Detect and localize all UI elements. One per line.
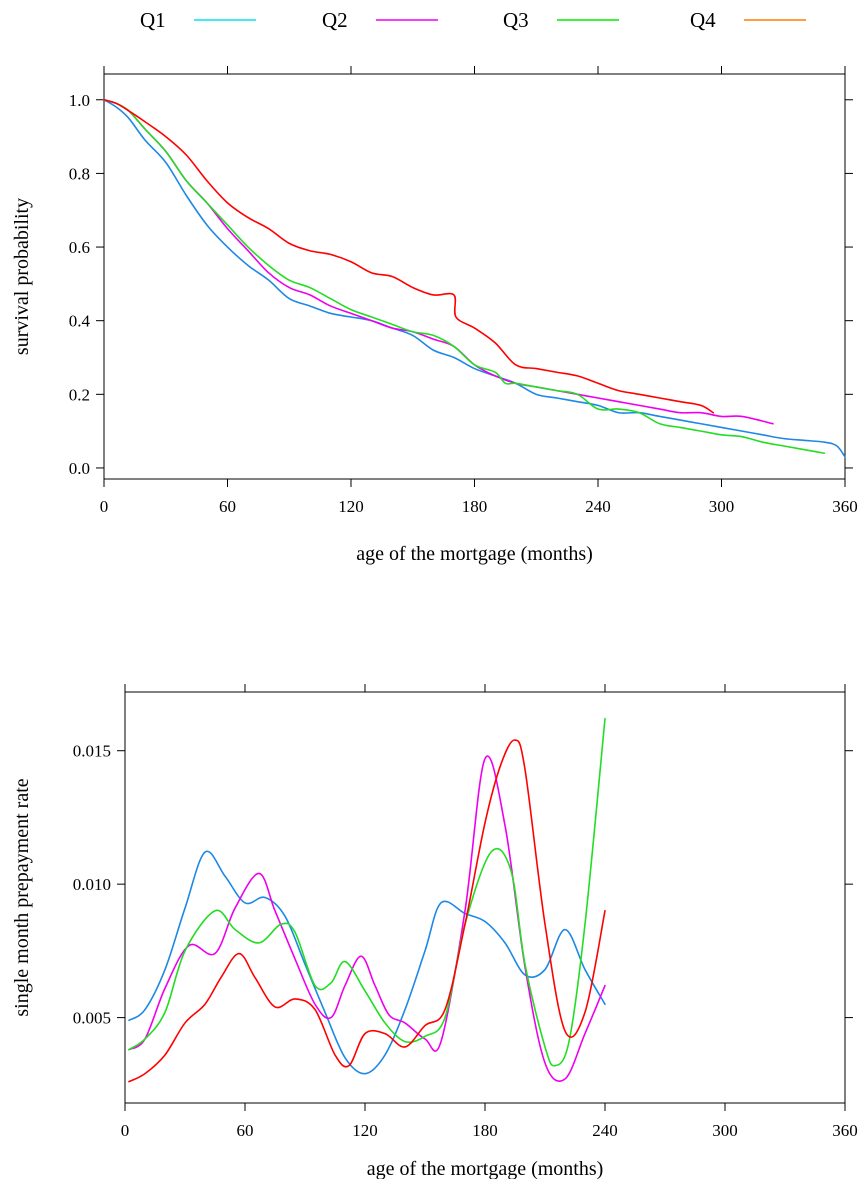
survival-series-line-3 [103, 98, 826, 455]
survival-probability-panel: 0 60 120 180 240 300 360 0.0 0.2 0.4 0.6 0.8 1.0 age … [11, 66, 858, 565]
survival-x-tick-label: 360 [832, 497, 858, 516]
prepayment-x-tick-label: 300 [712, 1121, 738, 1140]
survival-y-tick-label: 0.6 [69, 238, 90, 257]
prepayment-plot-frame [124, 691, 846, 1104]
legend-label-q3: Q3 [503, 8, 529, 32]
prepayment-y-tick-label: 0.010 [73, 875, 111, 894]
survival-y-axis-label: survival probability [11, 198, 33, 355]
prepayment-x-tick-label: 360 [832, 1121, 858, 1140]
survival-x-axis-label: age of the mortgage (months) [356, 543, 593, 565]
survival-x-tick-label: 120 [338, 497, 364, 516]
prepayment-x-tick-label: 120 [352, 1121, 378, 1140]
prepayment-x-axis-label: age of the mortgage (months) [367, 1158, 604, 1179]
prepayment-x-tick-label: 60 [237, 1121, 254, 1140]
legend-label-q4: Q4 [690, 8, 716, 32]
prepayment-series-line-1 [128, 850, 606, 1075]
prepayment-x-tick-label: 180 [472, 1121, 498, 1140]
survival-y-tick-label: 0.8 [69, 164, 90, 183]
survival-series-line-4 [103, 98, 715, 414]
survival-series-line-2 [103, 98, 774, 425]
survival-series-line-1 [103, 98, 846, 458]
prepayment-y-tick-label: 0.015 [73, 742, 111, 761]
prepayment-x-tick-label: 240 [592, 1121, 618, 1140]
survival-y-tick-label: 0.2 [69, 385, 90, 404]
survival-x-tick-label: 60 [219, 497, 236, 516]
survival-x-tick-label: 240 [585, 497, 611, 516]
survival-x-tick-label: 300 [709, 497, 735, 516]
survival-y-tick-label: 0.0 [69, 459, 90, 478]
survival-y-tick-label: 0.4 [69, 312, 91, 331]
prepayment-series-line-3 [128, 717, 606, 1067]
legend-label-q2: Q2 [322, 8, 348, 32]
prepayment-y-axis-label: single month prepayment rate [11, 778, 33, 1016]
legend: Q1 Q2 Q3 Q4 [140, 8, 806, 32]
prepayment-y-tick-label: 0.005 [73, 1009, 111, 1028]
legend-label-q1: Q1 [140, 8, 166, 32]
prepayment-rate-panel: 0 60 120 180 240 300 360 0.005 0.010 0.015 age of … [11, 684, 858, 1179]
prepayment-series-line-4 [128, 739, 606, 1083]
survival-y-tick-label: 1.0 [69, 91, 90, 110]
prepayment-x-tick-label: 0 [121, 1121, 130, 1140]
survival-plot-frame [103, 73, 846, 480]
survival-x-tick-label: 180 [462, 497, 488, 516]
survival-x-tick-label: 0 [100, 497, 109, 516]
